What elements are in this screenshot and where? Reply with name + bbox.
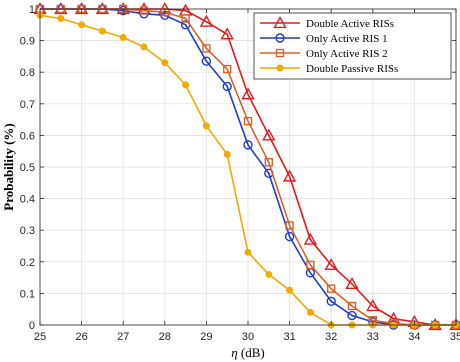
data-point bbox=[366, 299, 380, 312]
x-tick-label: 33 bbox=[367, 331, 379, 343]
data-point bbox=[286, 286, 294, 294]
data-point bbox=[285, 221, 294, 230]
x-axis-label: η (dB) bbox=[231, 345, 265, 360]
x-tick-label: 28 bbox=[159, 331, 171, 343]
data-point bbox=[265, 270, 273, 278]
data-point bbox=[306, 260, 315, 270]
y-tick-label: 0.6 bbox=[20, 130, 35, 142]
y-tick-label: 0.9 bbox=[20, 36, 35, 48]
x-tick-label: 31 bbox=[283, 331, 295, 343]
x-tick-label: 34 bbox=[408, 331, 420, 343]
y-tick-label: 0.3 bbox=[20, 225, 35, 237]
legend-label: Double Active RISs bbox=[306, 18, 394, 30]
data-point bbox=[306, 308, 314, 316]
data-point bbox=[202, 122, 210, 130]
data-point bbox=[201, 56, 212, 66]
y-tick-label: 0.5 bbox=[20, 162, 35, 174]
x-tick-label: 30 bbox=[242, 331, 254, 343]
data-point bbox=[57, 14, 65, 22]
y-tick-label: 1 bbox=[29, 4, 35, 16]
x-tick-label: 25 bbox=[34, 331, 46, 343]
data-point bbox=[345, 276, 359, 290]
data-point bbox=[241, 87, 255, 100]
legend-label: Only Active RIS 1 bbox=[306, 33, 388, 45]
y-tick-label: 0.4 bbox=[20, 194, 35, 206]
x-tick-label: 32 bbox=[325, 331, 337, 343]
data-point bbox=[324, 258, 338, 271]
data-point bbox=[220, 27, 234, 40]
x-tick-label: 35 bbox=[450, 331, 460, 343]
data-point bbox=[243, 140, 253, 150]
data-point bbox=[282, 169, 297, 182]
legend-label: Only Active RIS 2 bbox=[306, 48, 388, 60]
data-point bbox=[182, 81, 190, 89]
data-point bbox=[119, 33, 127, 41]
data-point bbox=[98, 27, 106, 35]
data-point bbox=[273, 16, 287, 29]
data-point bbox=[181, 14, 190, 23]
data-point bbox=[244, 248, 252, 256]
x-tick-label: 27 bbox=[117, 331, 129, 343]
data-point bbox=[326, 296, 336, 306]
legend-label: Double Passive RISs bbox=[306, 63, 398, 75]
data-point bbox=[275, 33, 285, 43]
data-point bbox=[275, 48, 285, 58]
y-axis-label: Probability (%) bbox=[1, 123, 16, 211]
data-point bbox=[262, 128, 276, 141]
data-point bbox=[140, 43, 148, 51]
data-point bbox=[347, 301, 357, 311]
x-axis-unit: (dB) bbox=[238, 345, 265, 360]
series-layer bbox=[33, 2, 460, 331]
y-tick-label: 0 bbox=[29, 320, 35, 332]
data-point bbox=[202, 44, 211, 53]
data-point bbox=[284, 231, 295, 242]
data-point bbox=[222, 64, 232, 74]
series-4 bbox=[36, 11, 460, 329]
data-point bbox=[327, 284, 336, 293]
data-point bbox=[199, 14, 214, 27]
x-axis-symbol: η bbox=[231, 345, 237, 360]
data-point bbox=[303, 232, 318, 245]
data-point bbox=[78, 21, 86, 29]
data-point bbox=[223, 150, 231, 158]
y-tick-label: 0.7 bbox=[20, 99, 35, 111]
y-tick-label: 0.1 bbox=[20, 288, 35, 300]
data-point bbox=[243, 116, 253, 126]
data-point bbox=[264, 158, 273, 167]
data-point bbox=[222, 81, 232, 92]
x-tick-label: 26 bbox=[75, 331, 87, 343]
data-point bbox=[276, 64, 284, 72]
legend: Double Active RISs Only Active RIS 1 Only … bbox=[253, 12, 452, 80]
ticks: 25 26 27 28 29 30 31 32 33 34 35 0 0.1 0.2 0.3 0.4 0.5 0.… bbox=[20, 4, 460, 343]
data-point bbox=[139, 6, 149, 15]
data-point bbox=[347, 310, 357, 321]
y-tick-label: 0.8 bbox=[20, 67, 35, 79]
x-tick-label: 29 bbox=[200, 331, 212, 343]
data-point bbox=[161, 59, 169, 67]
y-tick-label: 0.2 bbox=[20, 257, 35, 269]
